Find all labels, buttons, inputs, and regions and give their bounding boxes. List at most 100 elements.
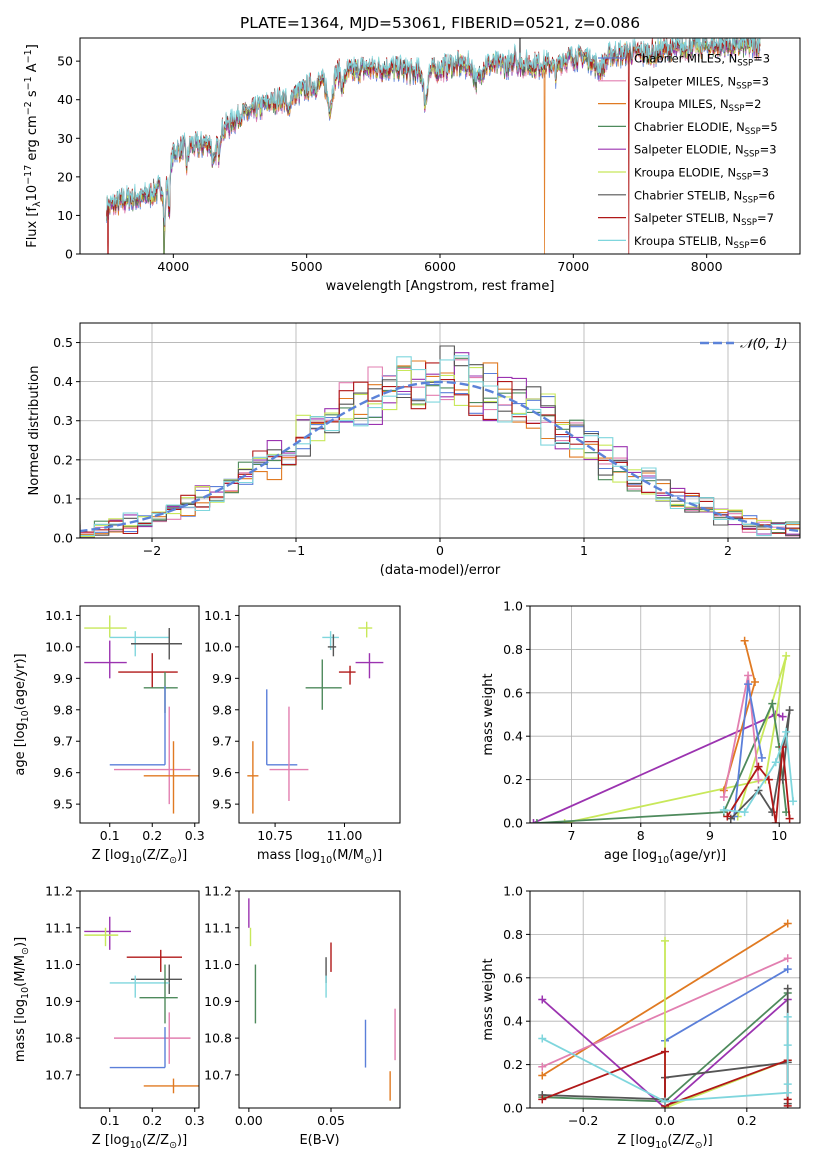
plot-area — [106, 38, 761, 254]
ebv-mass-panel: 0.00 0.05 10.7 10.8 10.9 11.0 11.1 11.2 E(B-V) — [204, 884, 401, 1148]
x-tick-label: 0 — [436, 543, 444, 558]
y-tick-label: 9.6 — [212, 765, 232, 780]
weight-marker-s-elodie — [778, 712, 787, 721]
axes-frame — [238, 890, 401, 1109]
weight-marker-s-miles — [744, 671, 753, 680]
y-tick-label: 9.7 — [53, 734, 73, 749]
weight-marker-k-miles — [751, 677, 759, 686]
weight-marker-s-stelib — [538, 1095, 547, 1104]
axes-frame — [238, 605, 401, 824]
weight-marker-k-stelib — [538, 1034, 547, 1043]
y-tick-label: 0.2 — [503, 772, 523, 787]
plot-area — [530, 636, 798, 823]
plot-area — [80, 345, 800, 538]
x-tick-label: 10.75 — [257, 828, 293, 843]
errorbar-k-elodie — [84, 615, 127, 638]
x-tick-label: 5000 — [291, 259, 323, 274]
weight-marker-c-stelib — [783, 984, 792, 993]
legend-label-c-elodie: Chabrier ELODIE, NSSP=5 — [634, 120, 778, 137]
errorbar-s-miles — [114, 706, 191, 805]
y-tick-label: 1.0 — [503, 599, 523, 614]
errorbar-c-elodie — [139, 964, 178, 1024]
y-tick-label: 10 — [57, 208, 73, 223]
weight-marker-k-miles — [783, 919, 792, 928]
weight-marker-s-stelib — [771, 819, 780, 823]
errorbar-k-miles — [247, 741, 259, 814]
x-axis-label: mass [log10(M/M⊙)] — [257, 848, 382, 866]
age-weight-panel: 7 8 9 10 0.0 0.2 0.4 0.6 0.8 1.0 age [log10(age/yr… — [481, 599, 801, 866]
errorbar-c-stelib — [327, 634, 337, 657]
errorbar-s-miles — [269, 706, 309, 801]
x-tick-label: 0.1 — [100, 828, 120, 843]
errorbar-k-miles — [143, 741, 199, 814]
errorbar-c-stelib — [131, 628, 182, 660]
weight-marker-s-stelib — [754, 762, 763, 771]
z-weight-panel: −0.2 0.0 0.2 0.0 0.2 0.4 0.6 0.8 1.0 Z [log10(Z/Z… — [481, 884, 801, 1151]
y-tick-label: 10.9 — [204, 994, 232, 1009]
weight-marker-s-stelib — [723, 812, 732, 821]
y-tick-label: 10.7 — [45, 1067, 73, 1082]
x-tick-label: 9 — [706, 828, 714, 843]
weight-marker-k-stelib — [782, 727, 791, 736]
y-tick-label: 9.7 — [212, 734, 232, 749]
y-tick-label: 0.3 — [53, 413, 73, 428]
y-tick-label: 0.0 — [503, 816, 523, 831]
mass-age-panel: 10.75 11.00 9.5 9.6 9.7 9.8 9.9 10.0 10.1 mass [l… — [204, 605, 401, 866]
plot-area — [84, 615, 199, 814]
y-tick-label: 11.0 — [45, 957, 73, 972]
x-tick-label: 0.2 — [142, 828, 162, 843]
errorbar-c-miles — [109, 686, 166, 766]
y-tick-label: 0.4 — [53, 374, 73, 389]
x-axis-label: (data-model)/error — [380, 563, 501, 578]
x-axis-label: Z [log10(Z/Z⊙)] — [92, 1133, 187, 1151]
x-tick-label: 2 — [724, 543, 732, 558]
weight-line-k-elodie — [564, 655, 788, 823]
y-tick-label: 0.1 — [53, 491, 73, 506]
y-tick-label: 9.6 — [53, 765, 73, 780]
weight-marker-k-stelib — [783, 1041, 792, 1050]
y-tick-label: 0.0 — [503, 1101, 523, 1116]
y-tick-label: 10.7 — [204, 1067, 232, 1082]
y-axis-label: mass [log10(M/M⊙)] — [13, 937, 31, 1062]
weight-marker-c-miles — [757, 753, 766, 762]
weight-marker-s-stelib — [764, 775, 773, 784]
weight-marker-s-elodie — [538, 995, 547, 1004]
errorbar-c-elodie — [305, 659, 342, 710]
weight-line-s-stelib — [726, 746, 791, 823]
y-tick-label: 40 — [57, 92, 73, 107]
y-tick-label: 0.4 — [503, 1014, 523, 1029]
x-tick-label: 0.0 — [655, 1113, 675, 1128]
y-tick-label: 11.1 — [204, 920, 232, 935]
y-tick-label: 0.2 — [503, 1057, 523, 1072]
y-tick-label: 0.6 — [503, 685, 523, 700]
x-tick-label: 7000 — [557, 259, 589, 274]
x-tick-label: 0.00 — [235, 1113, 263, 1128]
y-tick-label: 10.8 — [45, 1031, 73, 1046]
x-tick-label: 0.05 — [317, 1113, 345, 1128]
x-tick-label: 8 — [637, 828, 645, 843]
y-tick-label: 11.2 — [45, 884, 73, 899]
x-axis-label: Z [log10(Z/Z⊙)] — [617, 1133, 712, 1151]
axes-frame — [79, 890, 200, 1109]
weight-marker-c-elodie — [532, 819, 541, 823]
spectrum-legend: Chabrier MILES, NSSP=3 Salpeter MILES, NS… — [598, 52, 778, 251]
z-age-panel: 0.1 0.2 0.3 9.5 9.6 9.7 9.8 9.9 10.0 10.1 Z [log10… — [13, 605, 205, 866]
errorbar-s-stelib — [338, 665, 356, 685]
x-tick-label: 10 — [771, 828, 787, 843]
y-tick-label: 11.0 — [204, 957, 232, 972]
y-axis-label: mass weight — [481, 673, 496, 755]
y-tick-label: 11.1 — [45, 920, 73, 935]
spectrum-line-k-stelib — [106, 38, 761, 226]
gaussian-curve — [80, 380, 800, 533]
weight-marker-c-miles — [744, 680, 753, 689]
errorbar-c-stelib — [131, 964, 182, 994]
weight-marker-k-elodie — [782, 651, 791, 660]
axes-frame — [79, 605, 200, 824]
weight-marker-k-miles — [740, 636, 749, 645]
y-tick-label: 10.8 — [204, 1031, 232, 1046]
residuals-panel: −2 −1 0 1 2 0.0 0.1 0.2 0.3 0.4 0.5 (data-model)/er… — [27, 322, 801, 578]
y-tick-label: 0.5 — [53, 335, 73, 350]
y-tick-label: 0.8 — [503, 927, 523, 942]
weight-line-c-miles — [664, 968, 789, 1042]
